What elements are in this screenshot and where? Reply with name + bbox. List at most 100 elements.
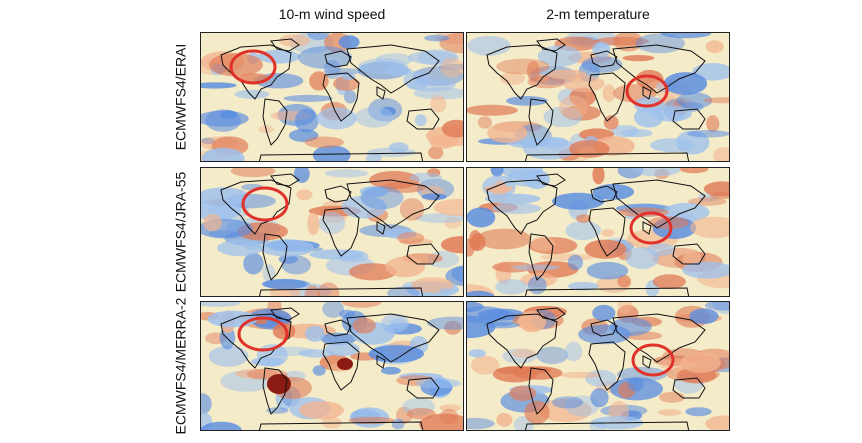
anomaly-map	[201, 302, 463, 430]
anomaly-patch	[428, 146, 444, 160]
anomaly-patch	[627, 377, 644, 392]
anomaly-patch	[484, 193, 541, 204]
anomaly-patch	[537, 45, 582, 67]
coastline	[536, 38, 566, 52]
coastline	[262, 233, 288, 281]
anomaly-patch	[262, 278, 308, 290]
anomaly-patch	[536, 346, 569, 364]
anomaly-patch	[366, 147, 416, 157]
anomaly-patch	[324, 68, 363, 75]
anomaly-patch	[592, 304, 616, 322]
anomaly-patch	[552, 396, 584, 409]
anomaly-patch	[451, 265, 463, 282]
anomaly-patch	[243, 252, 264, 275]
coastline	[524, 421, 690, 430]
coastline	[406, 108, 440, 130]
coastline	[672, 108, 706, 130]
anomaly-patch	[621, 129, 653, 138]
anomaly-patch	[552, 192, 605, 210]
anomaly-patch	[324, 169, 369, 178]
coastline	[220, 313, 292, 369]
anomaly-patch	[375, 53, 413, 67]
coastline	[324, 319, 352, 337]
anomaly-patch	[467, 207, 496, 228]
anomaly-patch	[680, 352, 721, 373]
anomaly-patch	[391, 418, 405, 430]
anomaly-patch	[603, 115, 619, 130]
anomaly-patch	[424, 34, 450, 42]
anomaly-patch	[439, 408, 459, 425]
highlight-circle	[629, 211, 673, 245]
anomaly-patch	[530, 236, 556, 252]
anomaly-patch	[558, 95, 588, 119]
anomaly-patch	[617, 274, 631, 288]
coastline	[376, 355, 386, 369]
anomaly-patch	[523, 137, 576, 160]
anomaly-patch	[201, 393, 212, 415]
column-title-temperature: 2-m temperature	[546, 6, 650, 22]
coastline	[642, 86, 652, 100]
column-title-wind: 10-m wind speed	[278, 6, 386, 22]
anomaly-patch	[527, 60, 540, 83]
anomaly-patch	[406, 408, 436, 420]
anomaly-patch	[342, 72, 356, 81]
anomaly-patch	[567, 254, 584, 271]
anomaly-patch	[584, 239, 627, 259]
coastline	[376, 221, 386, 235]
anomaly-patch	[663, 72, 708, 95]
anomaly-patch	[433, 198, 463, 217]
strong-anomaly-patch	[337, 358, 353, 370]
anomaly-patch	[500, 71, 525, 86]
coastline	[322, 72, 360, 122]
anomaly-patch	[477, 308, 525, 321]
anomaly-patch	[689, 308, 719, 324]
anomaly-patch	[601, 229, 615, 237]
anomaly-patch	[309, 249, 364, 260]
anomaly-patch	[706, 115, 720, 133]
coastline	[346, 313, 440, 363]
coastline	[590, 185, 618, 203]
anomaly-patch	[440, 57, 463, 78]
anomaly-patch	[384, 66, 412, 76]
anomaly-patch	[201, 82, 237, 89]
coastline	[642, 355, 652, 369]
map-panel-merra2-wind	[200, 301, 464, 431]
anomaly-map	[201, 33, 463, 161]
anomaly-patch	[312, 145, 351, 161]
anomaly-patch	[278, 254, 298, 264]
anomaly-patch	[490, 168, 504, 177]
anomaly-patch	[201, 421, 242, 430]
anomaly-patch	[492, 203, 541, 214]
map-panel-erai-wind	[200, 32, 464, 162]
anomaly-patch	[415, 378, 462, 389]
anomaly-patch	[524, 169, 550, 190]
anomaly-patch	[304, 136, 344, 149]
anomaly-patch	[569, 140, 610, 158]
anomaly-patch	[444, 320, 462, 335]
anomaly-patch	[578, 324, 631, 345]
coastline	[528, 98, 554, 146]
anomaly-patch	[296, 189, 313, 201]
anomaly-patch	[540, 253, 595, 261]
anomaly-patch	[682, 261, 729, 279]
anomaly-patch	[592, 184, 635, 200]
anomaly-map	[467, 168, 729, 296]
anomaly-patch	[360, 186, 404, 210]
anomaly-patch	[338, 35, 360, 49]
anomaly-patch	[476, 228, 532, 250]
coastline	[612, 313, 706, 363]
anomaly-patch	[602, 84, 616, 102]
anomaly-patch	[468, 349, 486, 358]
anomaly-patch	[421, 193, 447, 201]
anomaly-patch	[502, 348, 537, 364]
anomaly-patch	[679, 168, 709, 174]
anomaly-patch	[343, 90, 357, 104]
anomaly-patch	[427, 316, 463, 330]
anomaly-patch	[467, 302, 484, 313]
anomaly-patch	[208, 345, 249, 367]
anomaly-patch	[234, 89, 270, 99]
anomaly-patch	[294, 108, 319, 133]
anomaly-patch	[201, 147, 245, 161]
anomaly-patch	[592, 41, 611, 58]
anomaly-patch	[689, 216, 729, 239]
